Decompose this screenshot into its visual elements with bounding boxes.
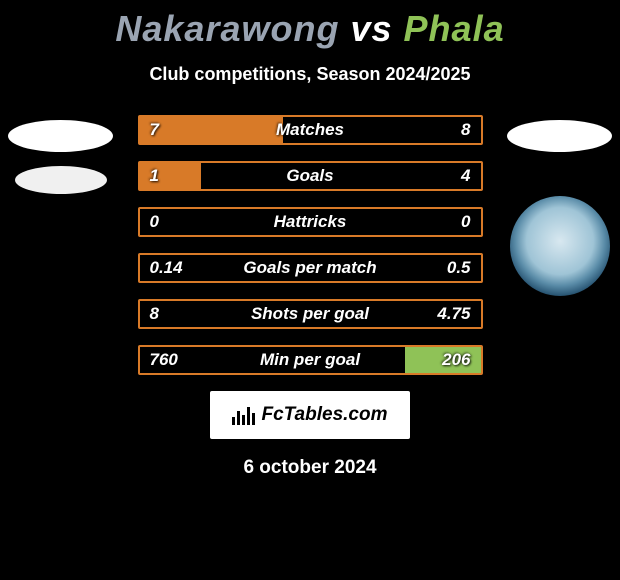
team-logo — [15, 166, 107, 194]
stat-label: Goals per match — [243, 258, 376, 278]
stat-label: Min per goal — [260, 350, 360, 370]
stat-value-right: 0.5 — [447, 258, 471, 278]
stat-label: Hattricks — [274, 212, 347, 232]
stat-value-left: 0 — [150, 212, 159, 232]
player2-name: Phala — [404, 8, 505, 49]
stat-bars: 7 Matches 8 1 Goals 4 0 Hattricks 0 0.14 Goals per… — [138, 115, 483, 375]
bar-fill-left — [140, 117, 283, 143]
right-logos — [507, 120, 612, 296]
branding-badge: FcTables.com — [210, 391, 410, 439]
left-logos — [8, 120, 113, 194]
bar-chart-icon — [232, 405, 255, 425]
stat-value-left: 1 — [150, 166, 159, 186]
date: 6 october 2024 — [0, 457, 620, 479]
vs-text: vs — [350, 8, 392, 49]
stat-value-right: 4.75 — [437, 304, 470, 324]
stat-value-left: 760 — [150, 350, 178, 370]
subtitle: Club competitions, Season 2024/2025 — [0, 64, 620, 85]
stat-value-left: 0.14 — [150, 258, 183, 278]
stat-row: 7 Matches 8 — [138, 115, 483, 145]
stat-label: Shots per goal — [251, 304, 369, 324]
stat-row: 0.14 Goals per match 0.5 — [138, 253, 483, 283]
team-crest — [510, 196, 610, 296]
stat-value-left: 8 — [150, 304, 159, 324]
comparison-title: Nakarawong vs Phala — [0, 0, 620, 50]
stat-label: Matches — [276, 120, 344, 140]
team-logo — [507, 120, 612, 152]
team-logo — [8, 120, 113, 152]
stat-row: 1 Goals 4 — [138, 161, 483, 191]
stat-value-right: 4 — [461, 166, 470, 186]
stat-row: 0 Hattricks 0 — [138, 207, 483, 237]
stat-label: Goals — [286, 166, 333, 186]
stat-value-right: 0 — [461, 212, 470, 232]
stat-row: 760 Min per goal 206 — [138, 345, 483, 375]
stat-value-left: 7 — [150, 120, 159, 140]
stat-value-right: 206 — [442, 350, 470, 370]
branding-text: FcTables.com — [261, 404, 387, 426]
stat-value-right: 8 — [461, 120, 470, 140]
player1-name: Nakarawong — [115, 8, 339, 49]
stat-row: 8 Shots per goal 4.75 — [138, 299, 483, 329]
